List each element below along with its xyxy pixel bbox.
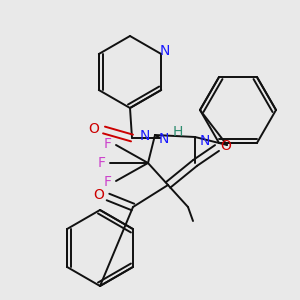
Text: F: F xyxy=(98,156,106,170)
Text: N: N xyxy=(159,132,169,146)
Text: N: N xyxy=(140,129,150,143)
Text: H: H xyxy=(173,125,183,139)
Text: O: O xyxy=(88,122,99,136)
Text: F: F xyxy=(104,175,112,189)
Text: O: O xyxy=(220,139,231,153)
Text: N: N xyxy=(160,44,170,58)
Text: O: O xyxy=(94,188,104,202)
Text: F: F xyxy=(104,137,112,151)
Text: N: N xyxy=(200,134,210,148)
